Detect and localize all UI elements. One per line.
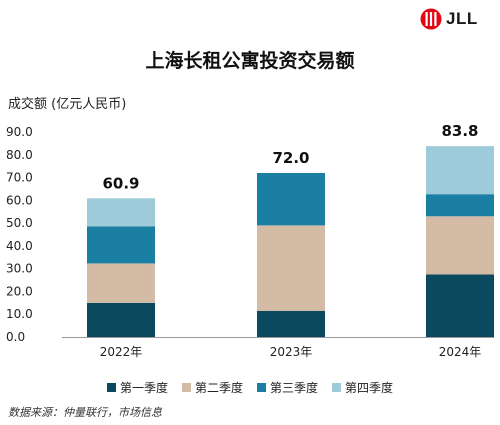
legend-item: 第三季度 [257, 379, 318, 396]
legend-swatch [181, 383, 191, 392]
bar-segment [87, 302, 155, 337]
bar-total-label: 60.9 [102, 174, 139, 192]
bar-segment [257, 173, 325, 226]
jll-logo: JLL [420, 8, 478, 30]
bar-segment [87, 198, 155, 227]
legend-label: 第二季度 [194, 381, 243, 395]
legend-item: 第二季度 [181, 379, 243, 396]
y-tick-label: 50.0 [6, 216, 33, 230]
legend-label: 第四季度 [345, 381, 394, 395]
legend-label: 第一季度 [119, 381, 168, 395]
legend-item: 第一季度 [106, 379, 168, 396]
legend-swatch [106, 383, 116, 392]
bar-segment [426, 274, 494, 337]
jll-logo-text: JLL [446, 9, 478, 28]
legend-swatch [257, 383, 266, 392]
x-tick-label: 2023年 [270, 345, 313, 359]
bar-segment [426, 194, 494, 217]
bar-segment [426, 216, 494, 275]
bar-segment [87, 226, 155, 264]
y-tick-label: 40.0 [6, 239, 33, 253]
jll-logo-icon [420, 8, 442, 30]
y-tick-label: 30.0 [6, 262, 33, 276]
y-axis-label: 成交额 (亿元人民币) [8, 97, 127, 112]
y-tick-label: 20.0 [6, 284, 33, 298]
y-tick-label: 60.0 [6, 193, 33, 207]
y-tick-label: 70.0 [6, 171, 33, 185]
bar-segment [257, 225, 325, 311]
y-tick-label: 0.0 [6, 330, 25, 344]
legend-swatch [332, 383, 342, 392]
y-tick-label: 90.0 [6, 125, 33, 139]
bar-total-label: 72.0 [272, 149, 309, 167]
data-source: 数据来源：仲量联行，市场信息 [8, 406, 162, 419]
y-tick-label: 10.0 [6, 307, 33, 321]
y-tick-label: 80.0 [6, 148, 33, 162]
bar-total-label: 83.8 [441, 122, 478, 140]
legend-item: 第四季度 [332, 379, 393, 396]
x-tick-label: 2022年 [100, 345, 143, 359]
legend-label: 第三季度 [270, 381, 319, 395]
bar-segment [426, 146, 494, 195]
bar-segment [257, 310, 325, 337]
chart-title: 上海长租公寓投资交易额 [145, 50, 355, 72]
x-tick-label: 2024年 [439, 345, 482, 359]
bar-segment [87, 263, 155, 303]
chart-legend: 第一季度 第二季度 第三季度 第四季度 [0, 379, 500, 396]
